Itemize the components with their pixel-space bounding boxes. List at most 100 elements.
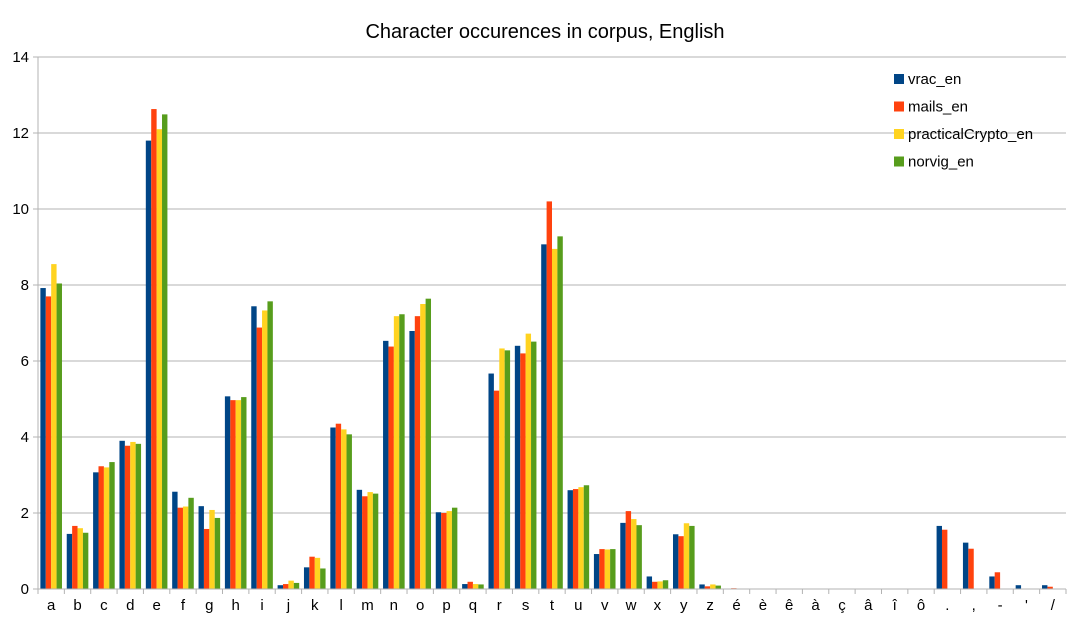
bar-practicalCrypto_en-o xyxy=(420,304,426,589)
x-tick-label: j xyxy=(286,597,290,614)
bar-vrac_en-' xyxy=(1015,585,1022,589)
x-tick-label: a xyxy=(47,597,56,614)
bar-vrac_en-p xyxy=(435,512,442,589)
x-tick-label: q xyxy=(469,597,477,614)
x-tick-label: , xyxy=(972,597,976,614)
bar-mails_en-r xyxy=(493,390,500,589)
bar-norvig_en-b xyxy=(82,532,89,589)
bar-vrac_en-a xyxy=(40,288,46,589)
bar-mails_en-a xyxy=(45,296,52,589)
bar-mails_en-i xyxy=(256,327,263,589)
bar-vrac_en-q xyxy=(462,584,468,589)
bar-norvig_en-h xyxy=(241,397,247,589)
x-tick-label: à xyxy=(811,597,820,614)
bar-mails_en-d xyxy=(124,445,131,589)
bar-norvig_en-d xyxy=(135,443,142,589)
bar-practicalCrypto_en-k xyxy=(314,557,321,589)
bar-mails_en-x xyxy=(652,581,658,589)
x-tick-label: n xyxy=(390,597,398,614)
x-tick-label: c xyxy=(100,597,108,614)
y-tick-label: 14 xyxy=(12,49,29,66)
bar-vrac_en-t xyxy=(541,244,547,589)
bar-norvig_en-j xyxy=(293,582,300,589)
bar-vrac_en-/ xyxy=(1042,585,1048,589)
bar-norvig_en-u xyxy=(583,485,590,589)
bar-practicalCrypto_en-l xyxy=(341,429,347,589)
bar-vrac_en-b xyxy=(66,533,73,589)
legend-swatch-vrac_en xyxy=(894,74,904,84)
bar-mails_en-f xyxy=(177,507,183,589)
bar-practicalCrypto_en-z xyxy=(710,584,716,589)
bar-practicalCrypto_en-u xyxy=(578,487,584,589)
bar-norvig_en-g xyxy=(214,517,221,589)
y-tick-label: 10 xyxy=(12,201,29,218)
bar-practicalCrypto_en-j xyxy=(288,580,294,589)
legend: vrac_en mails_en practicalCrypto_en norvig_… xyxy=(894,71,1033,171)
legend-swatch-practicalCrypto_en xyxy=(894,129,904,139)
bar-norvig_en-w xyxy=(636,525,642,589)
x-tick-label: d xyxy=(126,597,134,614)
bar-vrac_en-m xyxy=(356,489,363,589)
bar-mails_en-e xyxy=(151,109,157,589)
x-tick-label: z xyxy=(706,597,714,614)
legend-label-norvig_en: norvig_en xyxy=(908,154,974,171)
bar-vrac_en-y xyxy=(672,534,679,589)
legend-label-practicalCrypto_en: practicalCrypto_en xyxy=(908,126,1033,143)
bar-mails_en-s xyxy=(520,353,526,589)
bar-norvig_en-q xyxy=(478,584,484,589)
x-tick-label: l xyxy=(339,597,342,614)
x-tick-label: - xyxy=(998,597,1003,614)
bar-norvig_en-r xyxy=(504,350,511,589)
bar-mails_en-b xyxy=(72,525,78,589)
x-tick-label: y xyxy=(680,597,688,614)
bars xyxy=(40,109,1053,590)
bar-norvig_en-m xyxy=(372,493,379,589)
x-tick-label: m xyxy=(361,597,374,614)
bar-mails_en-w xyxy=(625,511,632,589)
bar-mails_en-j xyxy=(283,584,289,589)
bar-vrac_en-s xyxy=(514,345,521,589)
y-tick-label: 0 xyxy=(21,581,29,598)
bar-vrac_en-i xyxy=(251,306,257,589)
bar-mails_en-t xyxy=(546,201,552,589)
bar-vrac_en-n xyxy=(383,340,389,589)
bar-vrac_en-k xyxy=(303,567,310,589)
bar-mails_en-/ xyxy=(1047,586,1053,589)
legend-swatch-norvig_en xyxy=(894,156,904,167)
bar-vrac_en-l xyxy=(330,427,336,589)
bar-practicalCrypto_en-d xyxy=(130,441,136,589)
x-tick-label: u xyxy=(574,597,582,614)
bar-norvig_en-i xyxy=(267,301,273,589)
bar-practicalCrypto_en-y xyxy=(683,523,690,589)
bar-norvig_en-c xyxy=(109,462,115,589)
bar-practicalCrypto_en-e xyxy=(156,129,163,589)
x-tick-label: f xyxy=(181,597,186,614)
bar-practicalCrypto_en-h xyxy=(235,400,242,589)
x-tick-label: . xyxy=(945,597,949,614)
bar-norvig_en-n xyxy=(399,314,405,589)
bar-mails_en-g xyxy=(203,528,210,589)
x-tick-label: g xyxy=(205,597,213,614)
bar-practicalCrypto_en-s xyxy=(525,333,532,589)
x-tick-label: p xyxy=(442,597,450,614)
x-tick-label: ' xyxy=(1025,597,1028,614)
bar-vrac_en-j xyxy=(277,585,284,589)
bar-norvig_en-a xyxy=(56,283,62,589)
bar-practicalCrypto_en-i xyxy=(262,310,268,589)
bar-mails_en-q xyxy=(467,581,473,589)
bar-vrac_en-, xyxy=(962,542,969,589)
bar-vrac_en-v xyxy=(593,554,600,589)
bar-norvig_en-l xyxy=(346,434,352,589)
bar-mails_en-h xyxy=(230,400,236,589)
legend-label-vrac_en: vrac_en xyxy=(908,71,961,88)
bar-norvig_en-s xyxy=(531,341,537,589)
bar-norvig_en-t xyxy=(557,236,563,590)
x-tick-label: ô xyxy=(917,597,925,614)
legend-swatch-mails_en xyxy=(894,101,904,112)
bar-norvig_en-z xyxy=(715,585,721,589)
x-tick-label: / xyxy=(1051,597,1056,614)
bar-practicalCrypto_en-g xyxy=(209,509,215,589)
bar-mails_en-- xyxy=(994,572,1001,589)
bar-practicalCrypto_en-n xyxy=(393,316,400,589)
bar-mails_en-n xyxy=(388,346,394,589)
